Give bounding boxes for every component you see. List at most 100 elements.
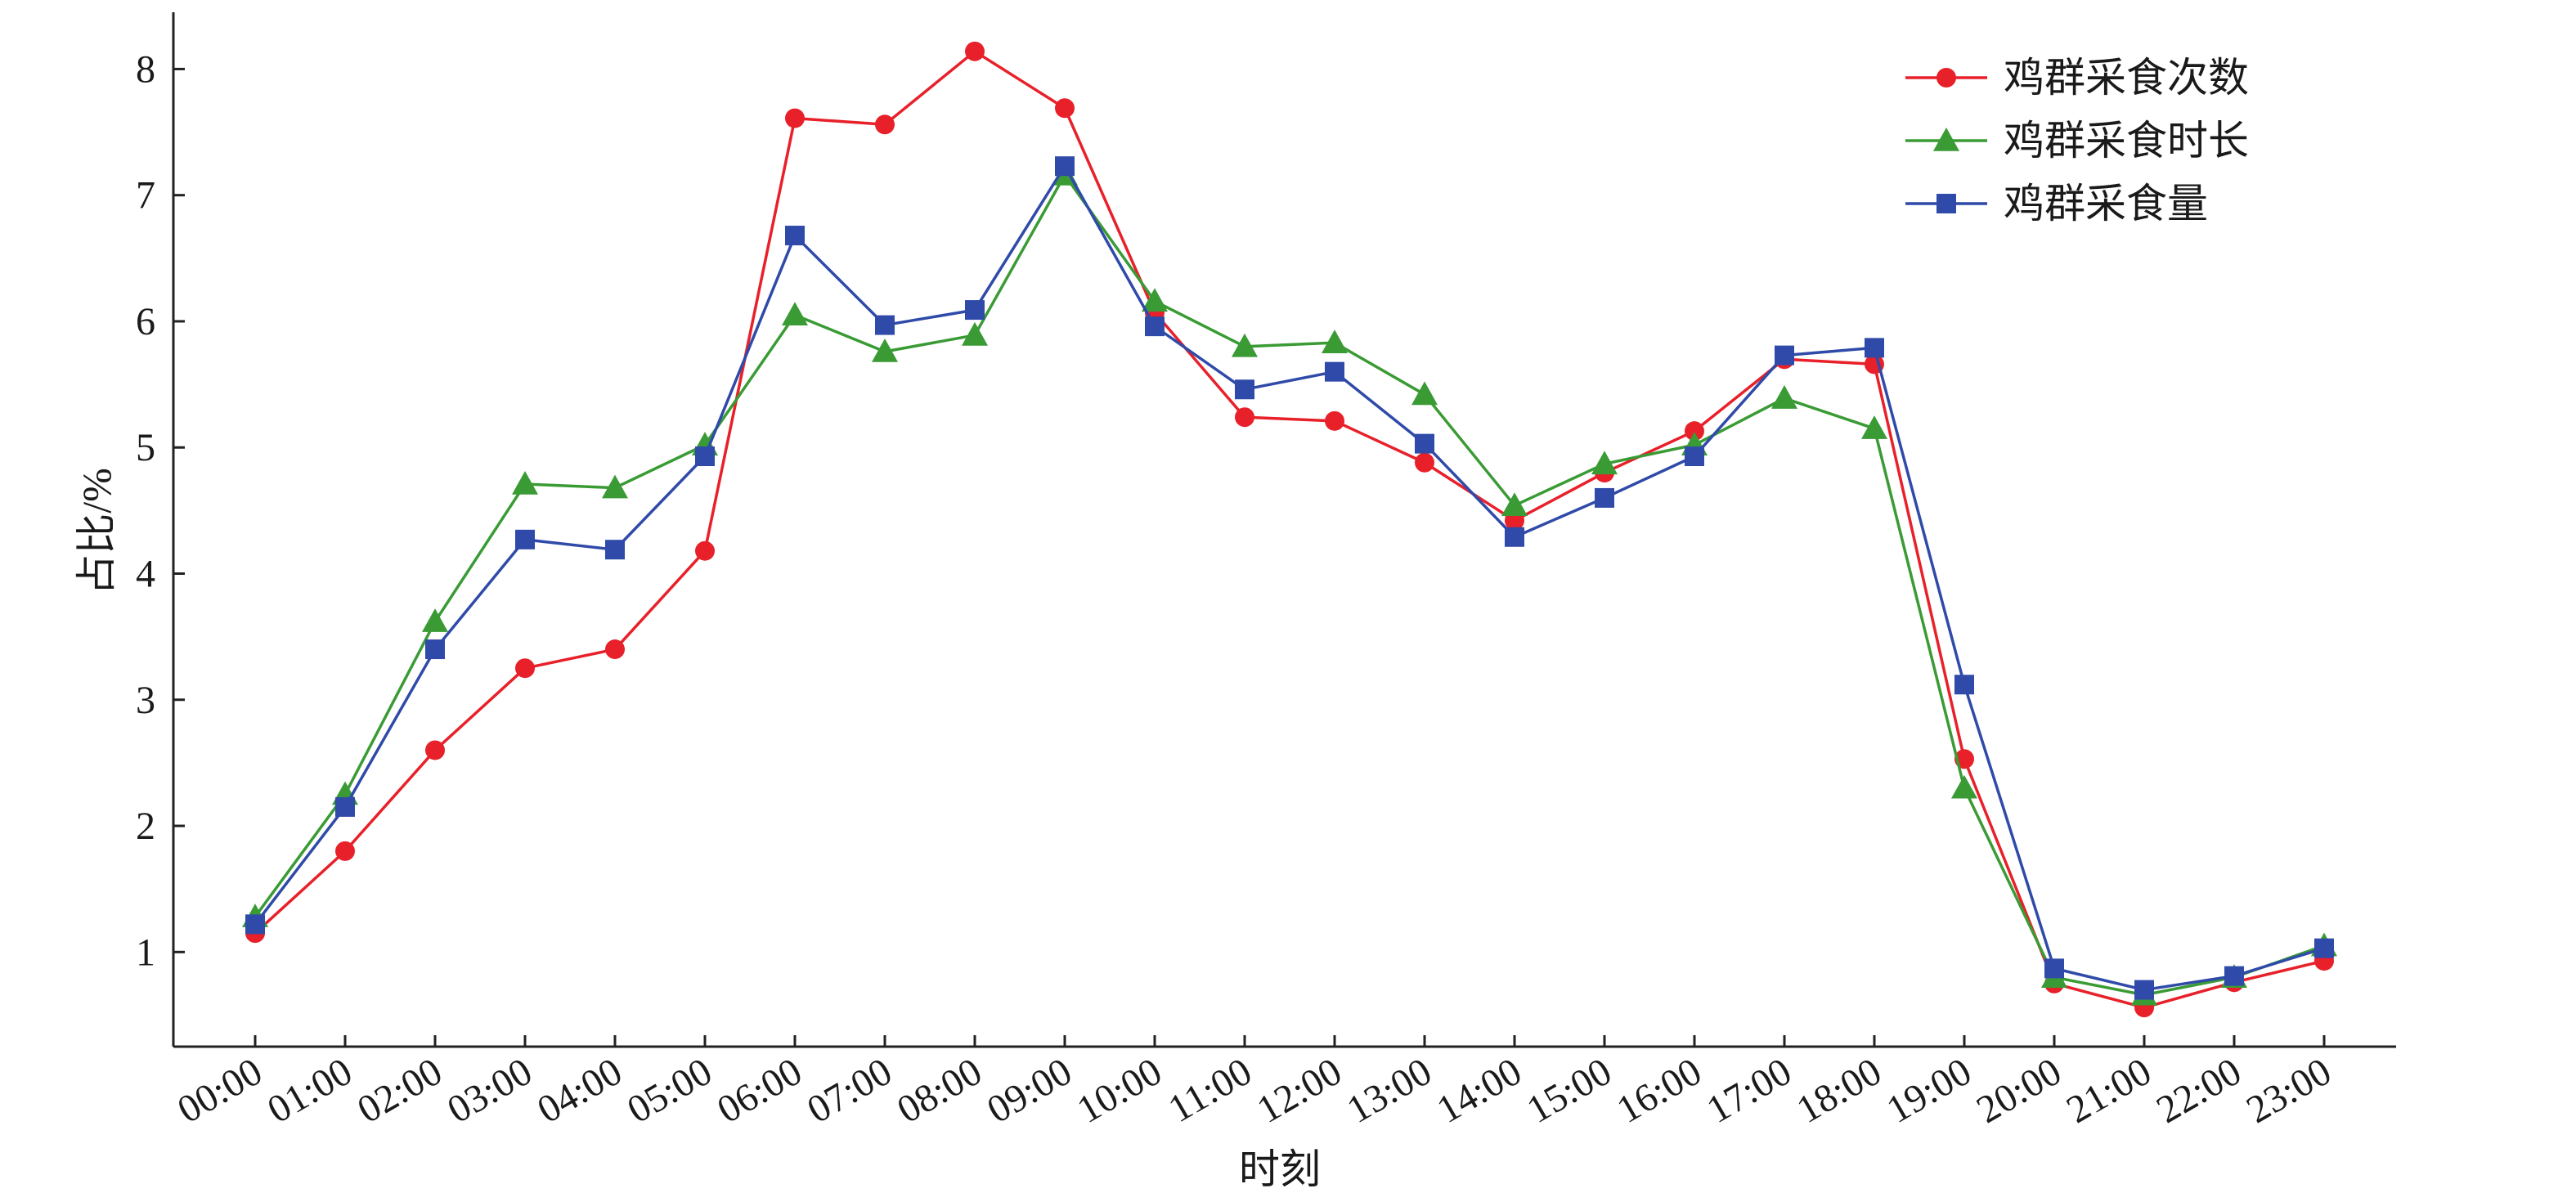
data-point (1505, 527, 1524, 547)
series-line (254, 164, 2325, 992)
data-point (695, 540, 715, 561)
data-point (1591, 451, 1618, 475)
data-point (1415, 433, 1434, 454)
x-tick-label: 13:00 (1340, 1050, 1438, 1132)
data-point (1415, 452, 1434, 473)
x-tick-label: 11:00 (1161, 1050, 1259, 1132)
data-point (695, 446, 715, 467)
x-tick-label: 06:00 (710, 1050, 809, 1132)
data-point (422, 608, 448, 632)
data-point (605, 540, 625, 560)
data-point (1595, 487, 1614, 508)
data-point (2314, 938, 2334, 958)
data-point (782, 302, 808, 326)
data-point (335, 796, 355, 817)
legend-label: 鸡群采食时长 (2004, 118, 2249, 164)
data-point (335, 841, 355, 861)
legend-label: 鸡群采食量 (2004, 181, 2208, 226)
x-tick-label: 18:00 (1789, 1050, 1888, 1132)
x-tick-label: 19:00 (1879, 1050, 1978, 1132)
data-point (245, 914, 265, 935)
data-point (2134, 980, 2154, 1000)
series-3 (245, 156, 2334, 1000)
series-line (254, 173, 2325, 997)
x-tick-label: 22:00 (2149, 1050, 2248, 1132)
legend-marker (1933, 128, 1959, 151)
data-point (875, 315, 895, 335)
y-tick-label: 8 (136, 47, 155, 91)
data-point (965, 300, 985, 321)
x-tick-label: 02:00 (350, 1050, 449, 1132)
data-point (1325, 361, 1344, 382)
x-tick-label: 01:00 (260, 1050, 359, 1132)
x-tick-label: 12:00 (1250, 1050, 1349, 1132)
data-point (965, 41, 985, 61)
y-tick-label: 6 (136, 300, 155, 343)
legend-item: 鸡群采食时长 (1905, 118, 2249, 164)
data-point (425, 639, 445, 660)
data-point (1055, 98, 1075, 119)
x-axis-ticks: 00:0001:0002:0003:0004:0005:0006:0007:00… (170, 1035, 2339, 1132)
data-point (512, 470, 538, 495)
y-axis-title: 占比/% (74, 468, 119, 595)
data-point (1954, 675, 1974, 695)
y-axis-ticks: 1 2 3 4 5 6 7 8 (136, 47, 185, 974)
x-tick-label: 08:00 (890, 1050, 989, 1132)
data-point (1685, 421, 1704, 442)
data-point (2044, 958, 2064, 979)
legend-item: 鸡群采食量 (1905, 181, 2208, 226)
data-point (875, 114, 895, 135)
series-2 (242, 162, 2337, 1006)
x-tick-label: 16:00 (1609, 1050, 1708, 1132)
x-tick-label: 15:00 (1519, 1050, 1618, 1132)
y-tick-label: 2 (136, 805, 155, 848)
data-point (1235, 379, 1254, 400)
legend-item: 鸡群采食次数 (1905, 55, 2249, 101)
data-point (425, 740, 445, 760)
x-tick-label: 03:00 (440, 1050, 539, 1132)
data-point (1951, 774, 1977, 799)
data-point (1325, 410, 1344, 431)
x-tick-label: 09:00 (980, 1050, 1079, 1132)
x-tick-label: 00:00 (170, 1050, 269, 1132)
x-tick-label: 10:00 (1070, 1050, 1169, 1132)
data-point (1775, 345, 1794, 366)
series-line (254, 50, 2325, 1009)
data-point (1055, 156, 1075, 177)
legend-marker (1936, 68, 1956, 87)
data-point (602, 474, 628, 499)
x-tick-label: 14:00 (1429, 1050, 1528, 1132)
x-tick-label: 17:00 (1699, 1050, 1798, 1132)
data-point (785, 108, 805, 128)
data-point (1142, 288, 1168, 312)
x-tick-label: 04:00 (530, 1050, 629, 1132)
data-point (1501, 492, 1528, 516)
data-point (1232, 333, 1258, 357)
data-point (1322, 330, 1348, 353)
y-tick-label: 5 (136, 426, 155, 469)
data-point (1685, 446, 1704, 467)
y-tick-label: 1 (136, 931, 155, 974)
data-point (1235, 407, 1254, 428)
legend-marker (1936, 194, 1956, 213)
y-tick-label: 4 (136, 552, 155, 595)
axes (172, 12, 2396, 1048)
x-tick-label: 20:00 (1969, 1050, 2068, 1132)
data-point (1145, 316, 1165, 337)
data-point (962, 321, 988, 346)
data-point (605, 639, 625, 660)
data-point (515, 658, 535, 679)
x-axis-title: 时刻 (1239, 1146, 1321, 1192)
data-point (515, 529, 535, 549)
y-tick-label: 3 (136, 679, 155, 722)
data-point (785, 226, 805, 246)
x-tick-label: 23:00 (2239, 1050, 2338, 1132)
series-layer (242, 41, 2337, 1018)
data-point (2224, 966, 2244, 986)
data-point (1865, 338, 1884, 358)
legend-label: 鸡群采食次数 (2004, 55, 2249, 101)
x-tick-label: 05:00 (620, 1050, 719, 1132)
x-tick-label: 21:00 (2059, 1050, 2158, 1132)
